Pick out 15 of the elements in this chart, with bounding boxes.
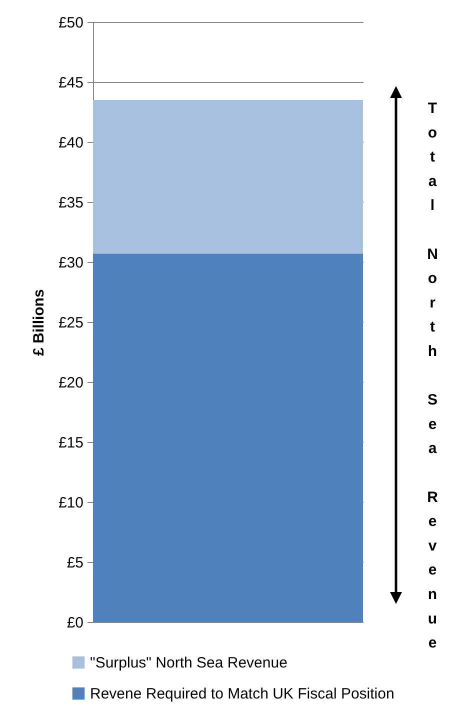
y-tick-label: £20 (58, 374, 84, 392)
y-tick-label: £15 (58, 434, 84, 452)
y-tick-label: £0 (66, 614, 84, 632)
y-tick-label: £35 (58, 194, 84, 212)
y-tick-label: £5 (66, 554, 84, 572)
y-tick-label: £45 (58, 74, 84, 92)
legend-label: Revene Required to Match UK Fiscal Position (90, 686, 394, 702)
text: Total North Sea Revenue (423, 100, 441, 659)
y-tick-label: £30 (58, 254, 84, 272)
y-tick-label: £25 (58, 314, 84, 332)
y-tick-label: £40 (58, 134, 84, 152)
y-tick-label: £50 (58, 14, 84, 32)
y-axis-title: £ Billions (30, 289, 48, 356)
y-tick-label: £10 (58, 494, 84, 512)
legend-label: "Surplus" North Sea Revenue (90, 654, 288, 672)
